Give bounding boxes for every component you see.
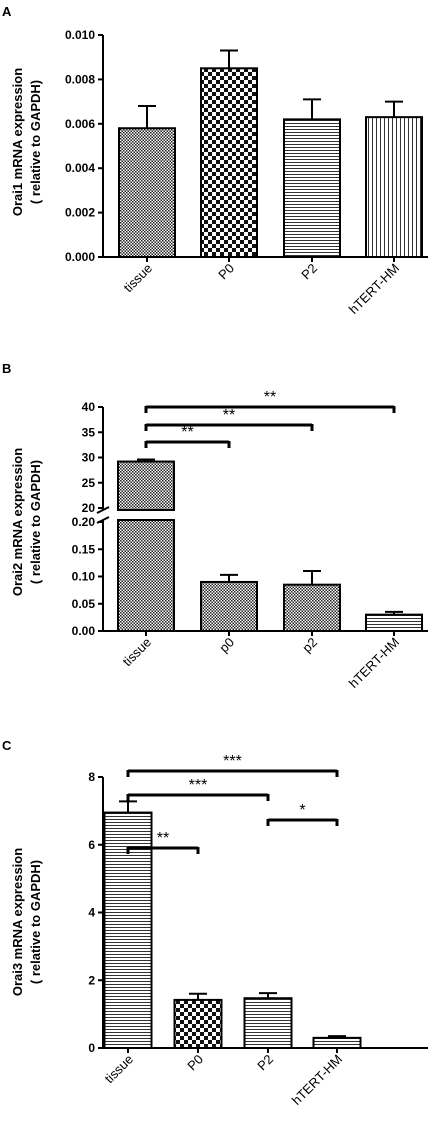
panel-a-ylabel-line1: Orai1 mRNA expression xyxy=(10,68,25,216)
panel-b-bar-tissue-lower xyxy=(117,519,175,632)
panel-b-xtick-label: tissue xyxy=(119,635,154,670)
panel-b: B Orai2 mRNA expression ( relative to GA… xyxy=(2,361,428,691)
panel-a: A Orai1 mRNA expression ( relative to GA… xyxy=(2,4,428,317)
panel-b-ylabel-line1: Orai2 mRNA expression xyxy=(10,448,25,596)
panel-c-xtick-label: P0 xyxy=(184,1052,206,1074)
panel-b-ytick-label: 0.10 xyxy=(72,570,96,584)
panel-c-bar-P0 xyxy=(173,998,223,1050)
panel-c-sig-label: *** xyxy=(223,753,242,770)
panel-c-xtick-label: P2 xyxy=(254,1052,276,1074)
panel-b-letter: B xyxy=(2,361,11,376)
panel-b-sig-label: ** xyxy=(264,389,276,406)
panel-b-ylabel-line2: ( relative to GAPDH) xyxy=(28,460,43,584)
panel-a-ytick-label: 0.008 xyxy=(65,72,95,86)
panel-a-bar-P2 xyxy=(283,118,341,258)
panel-c-ylabel-line1: Orai3 mRNA expression xyxy=(10,848,25,996)
panel-c-sig-label: ** xyxy=(157,830,169,847)
panel-c-sig-label: * xyxy=(299,802,305,819)
panel-a-bar-hTERT-HM xyxy=(365,116,423,258)
panel-c-ylabel-line2: ( relative to GAPDH) xyxy=(28,860,43,984)
panel-a-ylabel-line2: ( relative to GAPDH) xyxy=(28,80,43,204)
panel-b-ytick-label: 30 xyxy=(82,451,96,465)
panel-a-xtick-label: hTERT-HM xyxy=(346,261,402,317)
panel-b-ytick-label: 25 xyxy=(82,476,96,490)
panel-b-axis-break-mark xyxy=(96,506,110,514)
panel-a-xtick-label: P0 xyxy=(215,261,237,283)
panel-a-ytick-label: 0.010 xyxy=(65,28,95,42)
panel-b-ytick-label: 0.15 xyxy=(72,542,96,556)
panel-c-bar-hTERT-HM xyxy=(312,1036,362,1050)
panel-a-letter: A xyxy=(2,4,12,19)
panel-a-ytick-label: 0.004 xyxy=(65,161,95,175)
panel-a-ytick-label: 0.002 xyxy=(65,206,95,220)
panel-b-plot: 20 25 30 35 40 0.00 0.05 0.10 0.15 0.20 tissue p0 p2… xyxy=(72,389,428,691)
panel-a-ytick-label: 0.000 xyxy=(65,250,95,264)
panel-c: C Orai3 mRNA expression ( relative to GA… xyxy=(2,738,428,1108)
panel-c-bar-P2 xyxy=(243,997,293,1049)
panel-b-bar-p2 xyxy=(283,583,341,632)
panel-c-ytick-label: 0 xyxy=(88,1041,95,1055)
panel-b-sig-label: ** xyxy=(181,424,193,441)
panel-c-sig-label: *** xyxy=(189,777,208,794)
panel-c-xtick-label: hTERT-HM xyxy=(289,1052,345,1108)
panel-b-ytick-label: 35 xyxy=(82,425,96,439)
panel-c-ytick-label: 8 xyxy=(88,770,95,784)
panel-a-ytick-label: 0.006 xyxy=(65,117,95,131)
panel-b-ytick-label: 0.05 xyxy=(72,597,96,611)
panel-c-xtick-label: tissue xyxy=(101,1052,136,1087)
panel-b-bar-p0 xyxy=(200,580,258,633)
panel-a-xtick-label: tissue xyxy=(120,261,155,296)
panel-c-ytick-label: 2 xyxy=(88,973,95,987)
panel-b-ytick-label: 0.20 xyxy=(72,515,96,529)
panel-b-xtick-label: hTERT-HM xyxy=(346,635,402,691)
panel-a-xtick-label: P2 xyxy=(298,261,320,283)
panel-a-bar-P0 xyxy=(200,67,258,258)
panel-b-ytick-label: 20 xyxy=(82,501,96,515)
panel-a-plot: 0.000 0.002 0.004 0.006 0.008 0.010 tissue P0 P2… xyxy=(65,28,428,317)
panel-b-ytick-label: 0.00 xyxy=(72,624,96,638)
panel-b-bar-hTERT-HM xyxy=(365,613,423,633)
panel-b-bar-tissue xyxy=(117,460,175,512)
panel-c-ytick-label: 6 xyxy=(88,838,95,852)
panel-b-sig-label: ** xyxy=(223,407,235,424)
panel-b-xtick-label: p0 xyxy=(216,635,237,656)
panel-c-letter: C xyxy=(2,738,12,753)
panel-b-ytick-label: 40 xyxy=(82,400,96,414)
panel-c-ytick-label: 4 xyxy=(88,906,95,920)
panel-b-xtick-label: p2 xyxy=(299,635,320,656)
panel-a-bar-tissue xyxy=(118,127,176,258)
